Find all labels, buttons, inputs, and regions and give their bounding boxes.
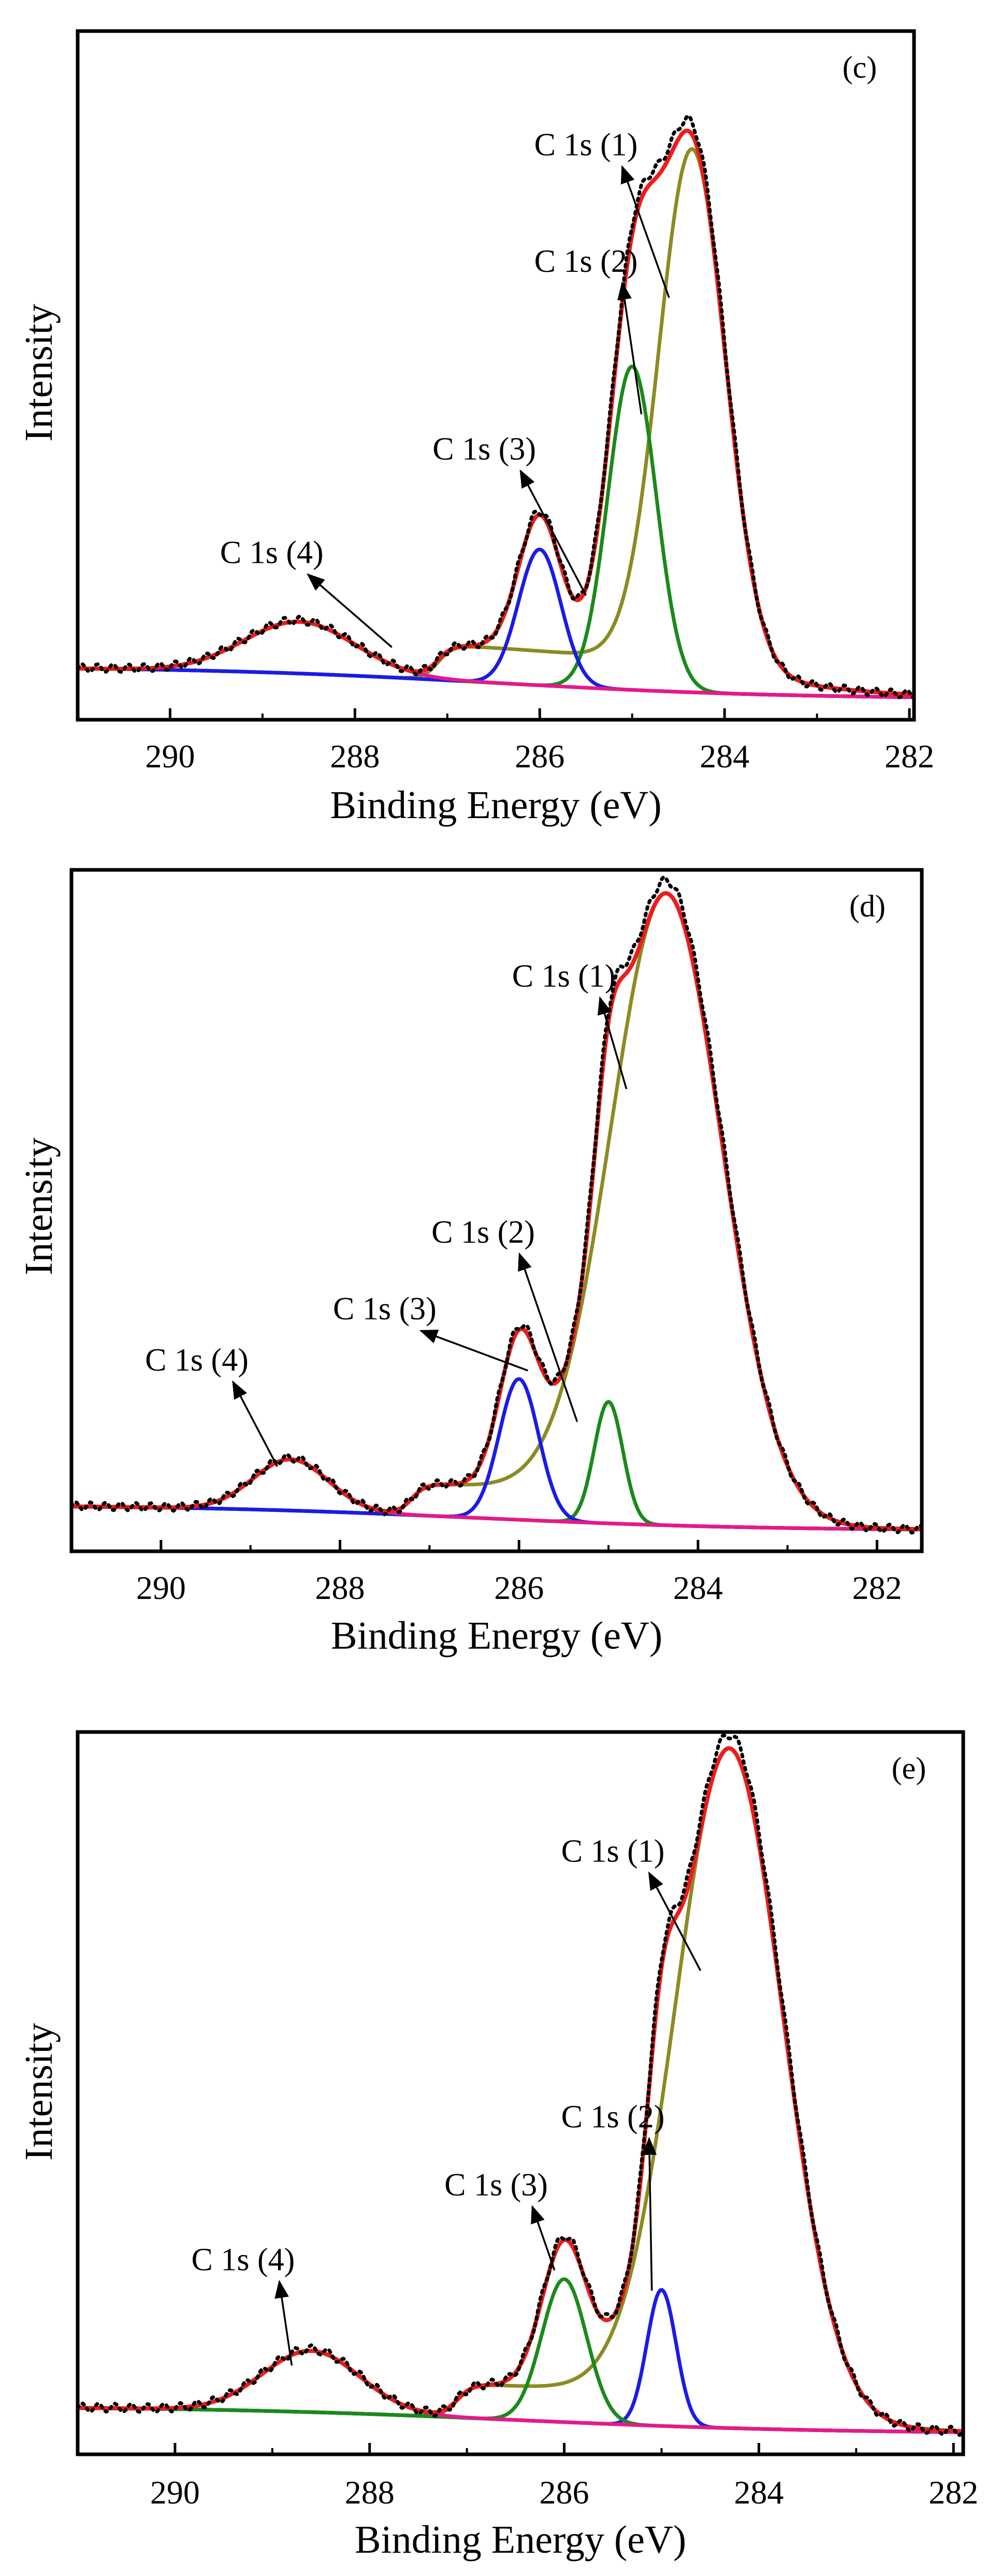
- panel-label: (e): [892, 1751, 926, 1785]
- x-tick-label: 288: [345, 2474, 395, 2511]
- peak-annotation-2: C 1s (2): [431, 1215, 535, 1250]
- annotation-arrow-4: [274, 2279, 293, 2366]
- peak-annotation-1: C 1s (1): [534, 127, 638, 163]
- plot-frame: [69, 868, 924, 1553]
- fit-envelope: [78, 128, 914, 697]
- annotation-arrow-4: [232, 1380, 279, 1467]
- chart-panel-c: 290 288 286 284 282 Binding Energy (eV) Intens…: [17, 29, 934, 827]
- x-tick-label: 286: [540, 2474, 589, 2511]
- panel-label: (c): [843, 50, 877, 84]
- x-tick-label: 288: [315, 1569, 365, 1606]
- chart-panel-e: 290 288 286 284 282 Binding Energy (eV) Intens…: [17, 1730, 978, 2562]
- x-tick-label: 290: [136, 1569, 186, 1606]
- plot-frame: [76, 29, 916, 722]
- peak-annotation-1: C 1s (1): [512, 958, 616, 994]
- fit-envelope: [78, 1746, 963, 2434]
- x-axis-label: Binding Energy (eV): [355, 2518, 686, 2562]
- peak-annotation-2: C 1s (2): [534, 244, 638, 279]
- x-tick-label: 290: [145, 738, 195, 775]
- measured-data: [71, 875, 922, 1535]
- plot-frame: [76, 1730, 965, 2456]
- peak-annotation-3: C 1s (3): [444, 2167, 548, 2203]
- x-axis-label: Binding Energy (eV): [330, 783, 661, 827]
- y-axis-label: Intensity: [17, 2023, 61, 2161]
- x-tick-label: 284: [673, 1569, 723, 1606]
- annotation-arrow-3: [419, 1329, 529, 1372]
- peak-annotation-2: C 1s (2): [561, 2099, 665, 2134]
- peak-annotation-3: C 1s (3): [333, 1291, 437, 1327]
- peak-annotation-4: C 1s (4): [145, 1343, 249, 1378]
- peak-curve-1: [78, 147, 914, 696]
- x-tick-label: 282: [852, 1569, 902, 1606]
- x-tick-label: 282: [929, 2474, 978, 2511]
- panel-label: (d): [849, 889, 886, 923]
- x-tick-label: 284: [734, 2474, 784, 2511]
- annotation-arrow-2: [518, 1252, 578, 1422]
- y-axis-label: Intensity: [17, 1138, 61, 1275]
- fit-envelope: [71, 891, 922, 1532]
- y-axis-label: Intensity: [17, 304, 61, 442]
- annotation-arrow-2: [642, 2136, 657, 2291]
- annotation-arrow-1: [597, 996, 628, 1089]
- measured-data: [78, 1733, 963, 2437]
- peak-curve-4: [71, 1457, 922, 1532]
- x-tick-label: 290: [150, 2474, 200, 2511]
- x-tick-label: 284: [700, 738, 749, 775]
- x-tick-label: 286: [494, 1569, 544, 1606]
- peak-annotation-3: C 1s (3): [432, 432, 536, 467]
- peak-curve-1: [78, 1746, 963, 2433]
- chart-panel-d: 290 288 286 284 282 Binding Energy (eV) Intens…: [17, 868, 924, 1657]
- measured-data: [78, 113, 914, 700]
- x-tick-label: 286: [515, 738, 564, 775]
- peak-annotation-4: C 1s (4): [192, 2242, 295, 2277]
- peak-annotation-1: C 1s (1): [561, 1833, 665, 1869]
- peak-curve-2: [71, 1400, 922, 1532]
- peak-curve-1: [71, 891, 922, 1531]
- annotation-arrow-3: [519, 469, 587, 596]
- annotation-arrow-1: [648, 1871, 702, 1971]
- x-axis-label: Binding Energy (eV): [331, 1614, 662, 1657]
- x-tick-label: 288: [330, 738, 380, 775]
- annotation-arrow-4: [307, 573, 393, 648]
- annotation-arrow-3: [531, 2205, 556, 2271]
- x-tick-label: 282: [885, 738, 934, 775]
- peak-annotation-4: C 1s (4): [220, 535, 324, 571]
- annotation-arrow-1: [620, 165, 670, 298]
- annotation-arrow-2: [617, 281, 643, 415]
